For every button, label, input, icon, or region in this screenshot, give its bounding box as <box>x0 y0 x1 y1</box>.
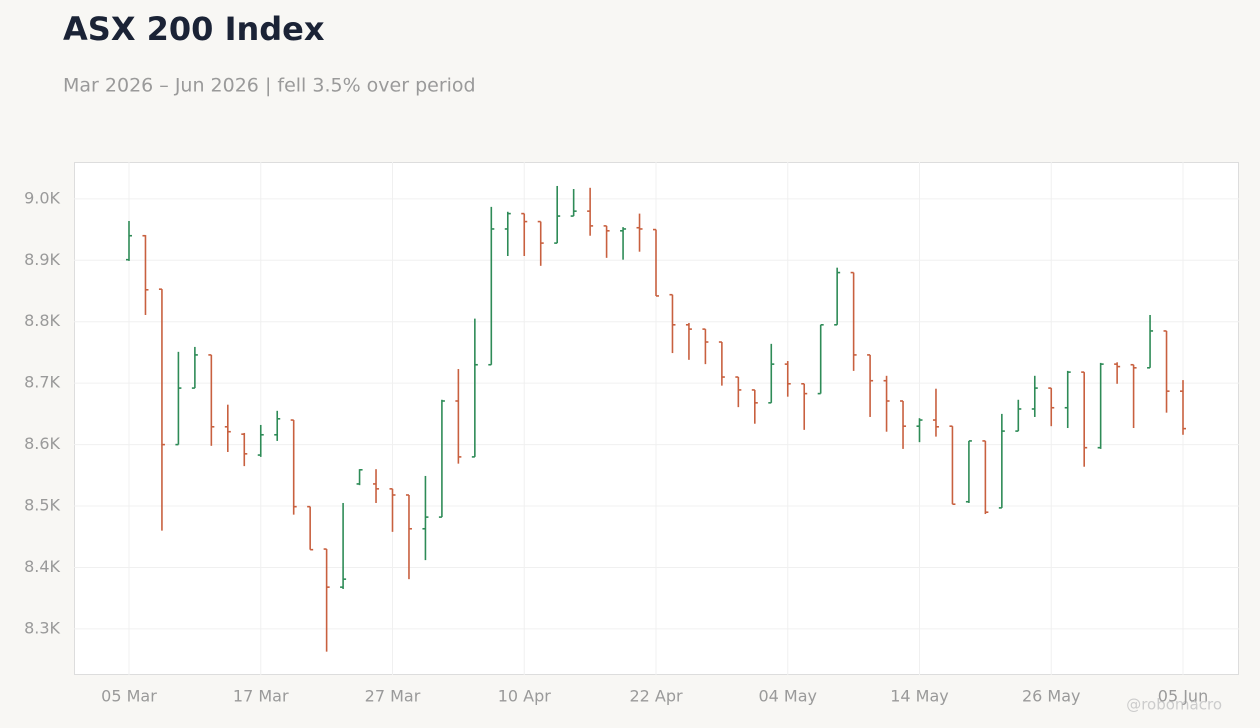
y-tick-label: 8.7K <box>24 373 60 392</box>
x-tick-label: 05 Mar <box>101 687 157 706</box>
x-tick-label: 26 May <box>1022 687 1081 706</box>
y-tick-label: 8.8K <box>24 311 60 330</box>
y-tick-label: 8.4K <box>24 557 60 576</box>
x-tick-label: 17 Mar <box>233 687 289 706</box>
x-tick-label: 10 Apr <box>498 687 552 706</box>
watermark: @robomacro <box>1126 696 1222 714</box>
chart-subtitle: Mar 2026 – Jun 2026 | fell 3.5% over per… <box>63 75 476 97</box>
y-tick-label: 9.0K <box>24 188 60 207</box>
x-tick-label: 05 Jun <box>1158 687 1208 706</box>
x-tick-label: 22 Apr <box>629 687 683 706</box>
y-tick-label: 8.5K <box>24 496 60 515</box>
chart-title: ASX 200 Index <box>63 10 325 48</box>
y-tick-label: 8.6K <box>24 434 60 453</box>
x-tick-label: 04 May <box>758 687 817 706</box>
y-tick-label: 8.9K <box>24 250 60 269</box>
x-tick-label: 14 May <box>890 687 949 706</box>
y-tick-label: 8.3K <box>24 618 60 637</box>
x-tick-label: 27 Mar <box>365 687 421 706</box>
